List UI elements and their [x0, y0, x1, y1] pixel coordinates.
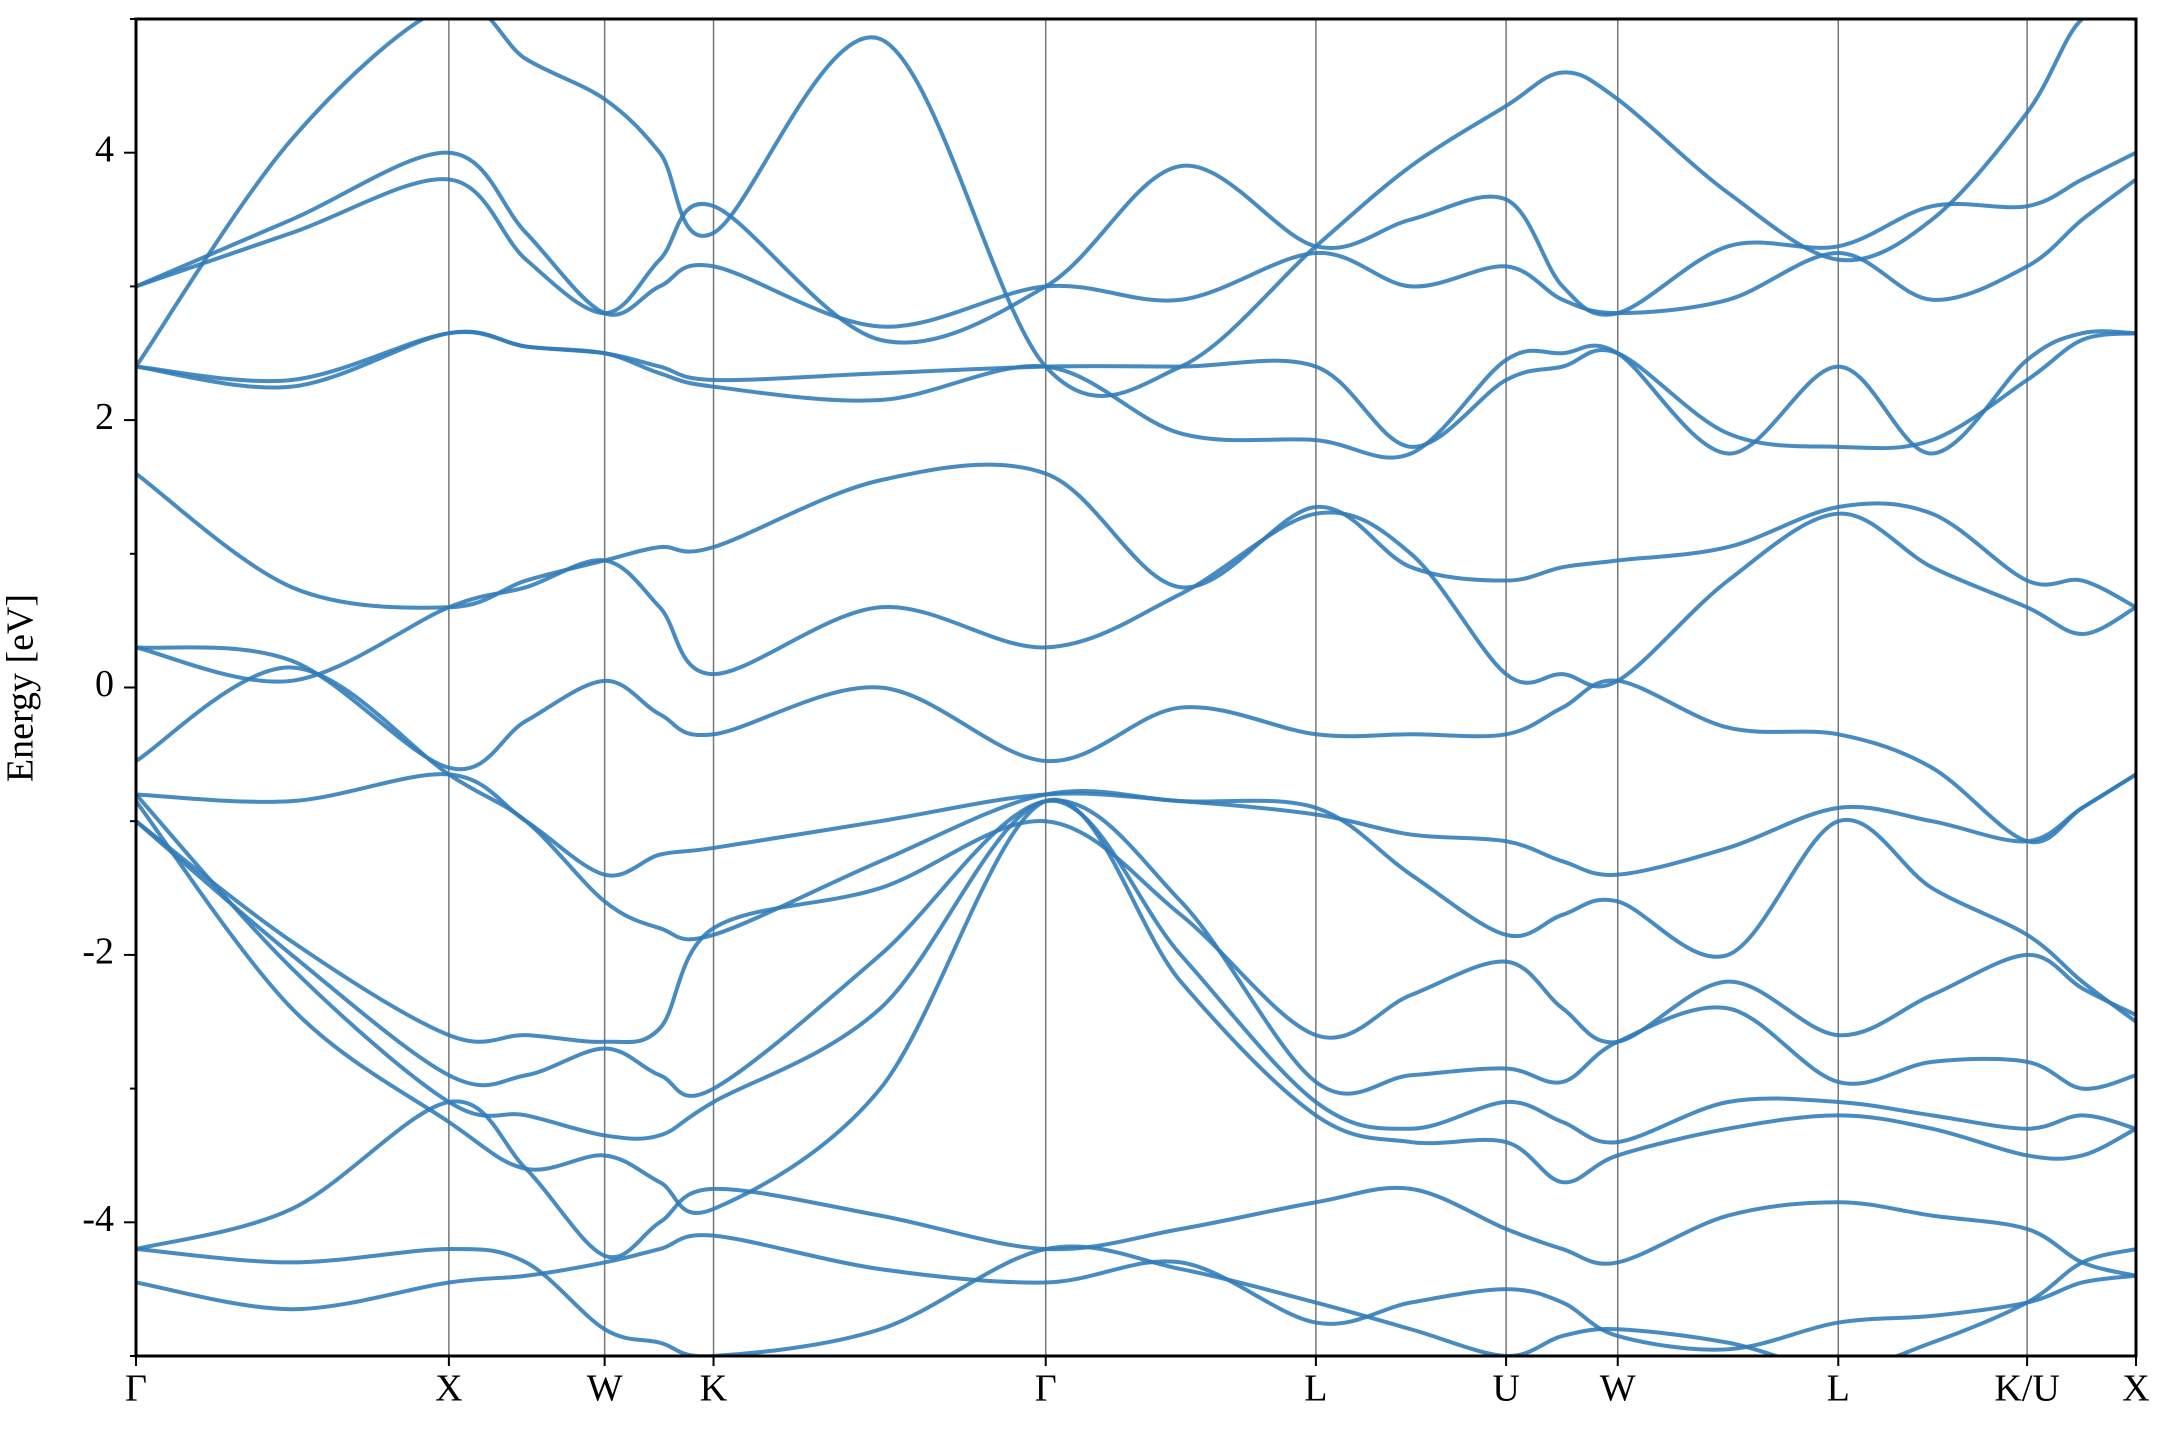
band-line: [136, 329, 2136, 460]
x-tick-label: X: [2122, 1368, 2149, 1410]
x-tick-label: W: [1600, 1368, 1636, 1410]
x-tick-label: Γ: [125, 1368, 147, 1410]
band-line: [136, 798, 2136, 1098]
ticks: Γ X W K Γ L U W L K/U X -4 -2 0 2 4: [82, 18, 2150, 1410]
band-line: [136, 645, 2136, 845]
band-line: [136, 793, 2136, 1145]
band-line: [136, 1233, 2136, 1352]
band-line: [136, 150, 2136, 345]
x-tick-label: X: [435, 1368, 462, 1410]
x-tick-label: Γ: [1035, 1368, 1057, 1410]
x-tick-label: W: [587, 1368, 623, 1410]
band-line: [136, 462, 2136, 610]
x-tick-label: U: [1492, 1368, 1519, 1410]
y-tick-label: -2: [82, 931, 114, 973]
y-tick-label: -4: [82, 1198, 114, 1240]
band-line: [136, 1099, 2136, 1278]
band-line: [136, 772, 2136, 878]
x-tick-label: K: [700, 1368, 728, 1410]
band-line: [136, 1244, 2136, 1356]
y-tick-label: 2: [95, 396, 114, 438]
y-axis-label: Energy [eV]: [0, 594, 42, 782]
y-tick-label: 0: [95, 663, 114, 705]
band-line: [136, 19, 2136, 398]
band-line: [136, 510, 2136, 689]
band-line: [136, 819, 2136, 1045]
band-line: [136, 150, 2136, 329]
x-tick-label: L: [1304, 1368, 1327, 1410]
bands: [136, 19, 2136, 1356]
band-line: [136, 665, 2136, 1024]
y-tick-label: 4: [95, 128, 114, 170]
band-line: [136, 797, 2136, 1215]
x-tick-label: K/U: [1994, 1368, 2059, 1410]
x-tick-label: L: [1827, 1368, 1850, 1410]
plot-frame: [134, 17, 2138, 1358]
grid: [135, 19, 2137, 1356]
